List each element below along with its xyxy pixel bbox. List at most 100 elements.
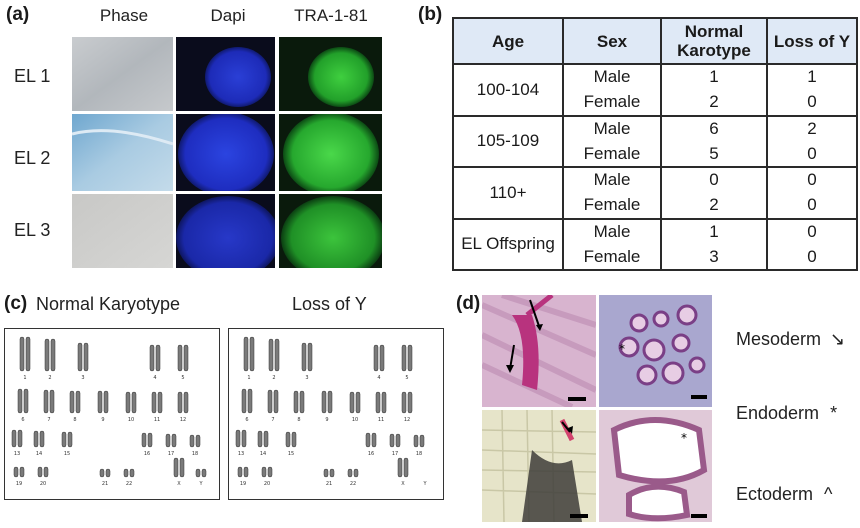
chromosome-label: 4 [153,375,156,381]
chromosome [267,389,273,414]
dapi-image-el2 [176,114,275,191]
chromosome [67,431,73,448]
chromosome [323,468,329,478]
chromosome-label: 21 [102,481,108,487]
chromosome [247,388,253,414]
chromosome-label: 22 [350,481,356,487]
chromosome [407,344,413,372]
chromosome [43,389,49,414]
chromosome [285,431,291,448]
chromosome [17,429,23,448]
chromosome [25,336,31,372]
chromosome-label: 11 [378,417,384,423]
chromosome [257,430,263,448]
chromosome-label: 17 [168,451,174,457]
loss-cell: 0 [766,217,858,245]
dapi-image-el3 [176,194,275,268]
chromosome [69,390,75,414]
table-row: 100-104 Male 1 1 [452,63,858,117]
normal-cell: 1 [660,217,768,245]
chromosome [395,433,401,448]
normal-cell: 2 [660,192,768,220]
loss-cell: 1 [766,63,858,90]
chromosome [99,468,105,478]
legend-ectoderm: Ectoderm ^ [736,484,833,505]
sex-cell: Male [562,114,662,142]
chromosome [39,430,45,448]
sex-cell: Female [562,89,662,117]
loss-of-y-karyogram: 1 2 3 4 5 6 7 8 9 10 11 12 13 14 15 16 17 18 19 20 21 22 X Y [228,328,444,500]
chromosome [173,457,179,478]
table-header-row: Age Sex Normal Karotype Loss of Y [452,17,858,65]
panel-b-label: (b) [418,4,443,25]
mesoderm-arrow-icon: ↘ [830,329,846,349]
normal-karyotype-title: Normal Karyotype [36,294,181,314]
chromosome [373,344,379,372]
chromosome [141,432,147,448]
chromosome-label: 14 [260,451,266,457]
chromosome [125,391,131,414]
histology-mesoderm [482,295,596,407]
chromosome [327,390,333,414]
panel-d-label: (d) [456,293,481,314]
chromosome [293,390,299,414]
chromosome [375,391,381,414]
chromosome [151,391,157,414]
chromosome [235,429,241,448]
row-label-el2: EL 2 [14,148,51,168]
table-row: Female 2 0 [453,192,858,220]
chromosome-label: 21 [326,481,332,487]
chromosome-label: 9 [101,417,104,423]
chromosome-label: 19 [16,481,22,487]
sex-cell: Female [562,141,662,168]
table-row: Female 5 0 [453,141,858,168]
chromosome [241,429,247,448]
loss-cell: 0 [766,141,858,168]
chromosome [103,390,109,414]
chromosome [23,388,29,414]
chromosome-label: 10 [128,417,134,423]
chromosome-label: 8 [73,417,76,423]
sex-cell: Female [562,192,662,220]
table-row: EL Offspring Male 1 0 [452,217,858,271]
chromosome [371,432,377,448]
row-label-el1: EL 1 [14,66,51,86]
chromosome [177,391,183,414]
chromosome [123,468,129,478]
age-cell: 100-104 [452,63,564,117]
histology-endoderm-glands: * [599,295,712,407]
chromosome-label: 11 [154,417,160,423]
column-header-dapi: Dapi [210,6,246,25]
header-loss-of-y: Loss of Y [766,17,858,65]
chromosome [147,432,153,448]
age-cell: 105-109 [452,114,564,168]
chromosome-label: 14 [36,451,42,457]
chromosome [291,431,297,448]
chromosome [267,466,273,478]
column-header-phase: Phase [99,6,149,25]
chromosome [243,336,249,372]
chromosome [17,388,23,414]
phase-image-el1 [72,37,173,111]
chromosome [201,468,207,478]
chromosome-label: 9 [325,417,328,423]
chromosome [13,466,19,478]
panel-c-label: (c) [4,293,28,314]
chromosome-label: 2 [272,375,275,381]
panel-a-label: (a) [6,4,30,25]
chromosome-label: Y [422,481,427,487]
chromosome [401,344,407,372]
loss-of-y-title: Loss of Y [292,294,367,314]
chromosome [195,468,201,478]
table-row: 110+ Male 0 0 [452,166,858,220]
chromosome [49,389,55,414]
normal-cell: 5 [660,141,768,168]
normal-cell: 0 [660,166,768,193]
svg-text:*: * [681,431,687,445]
chromosome [75,390,81,414]
chromosome [241,388,247,414]
chromosome-label: 16 [144,451,150,457]
chromosome-label: 6 [21,417,24,423]
loss-cell: 0 [766,192,858,220]
chromosome [129,468,135,478]
